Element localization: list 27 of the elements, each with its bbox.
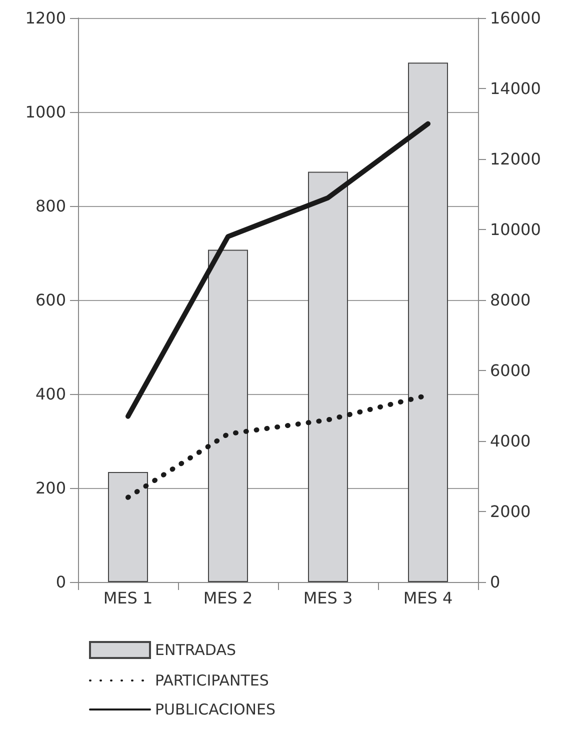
y2-tick-label: 10000: [490, 220, 541, 239]
y-tick-label: 0: [56, 572, 66, 592]
y-tick-label: 1200: [25, 8, 66, 28]
x-tick-label: MES 4: [403, 588, 453, 608]
y2-tick-label: 8000: [490, 290, 531, 310]
x-tick-label: MES 1: [103, 588, 153, 608]
legend-label: ENTRADAS: [155, 641, 236, 659]
y2-tick-label: 16000: [490, 8, 541, 28]
legend-label: PUBLICACIONES: [155, 700, 276, 718]
y-tick-label: 1000: [25, 102, 66, 122]
legend-label: PARTICIPANTES: [155, 672, 269, 690]
y-tick-label: 200: [35, 478, 66, 498]
x-tick-label: MES 3: [303, 588, 353, 608]
y2-tick-label: 0: [490, 572, 500, 592]
y2-tick-label: 4000: [490, 432, 531, 450]
bar: [308, 172, 348, 582]
y-tick-label: 400: [35, 384, 66, 404]
x-tick-label: MES 2: [203, 588, 253, 608]
y2-tick-label: 14000: [490, 79, 541, 98]
y-tick-label: 600: [35, 290, 66, 310]
bar: [408, 62, 448, 582]
bar: [108, 472, 148, 582]
y2-tick-label: 12000: [490, 150, 541, 168]
y2-tick-label: 6000: [490, 361, 531, 380]
y2-tick-label: 2000: [490, 502, 531, 521]
y-tick-label: 800: [35, 196, 66, 216]
bar: [208, 250, 248, 582]
